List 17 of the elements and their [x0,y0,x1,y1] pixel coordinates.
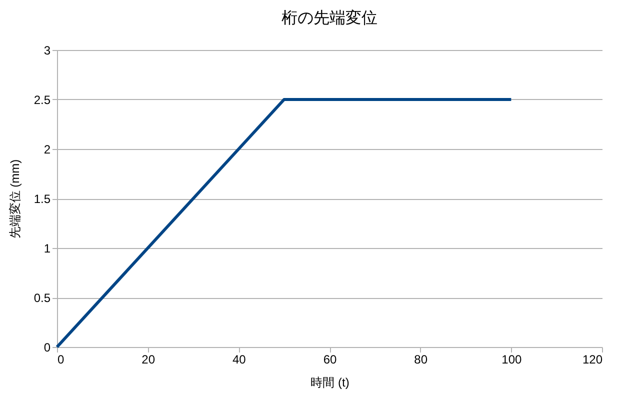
x-tick-label: 60 [323,352,337,366]
x-tick-label: 100 [502,352,522,366]
y-tick-label: 3 [44,44,51,58]
x-tick-label: 120 [582,352,603,366]
x-tick-label: 20 [142,352,156,366]
y-tick-label: 0.5 [34,291,51,305]
y-tick-label: 2.5 [34,93,51,107]
y-tick-label: 1 [44,242,51,256]
y-tick-label: 1.5 [34,192,51,206]
x-tick-label: 0 [58,352,64,366]
chart-title: 桁の先端変位 [282,8,378,27]
y-tick-label: 2 [44,142,51,156]
y-axis-title: 先端変位 (mm) [8,159,22,239]
x-axis-title: 時間 (t) [310,376,350,390]
x-tick-label: 80 [414,352,428,366]
x-tick-label: 40 [232,352,246,366]
y-tick-label: 0 [44,340,51,354]
